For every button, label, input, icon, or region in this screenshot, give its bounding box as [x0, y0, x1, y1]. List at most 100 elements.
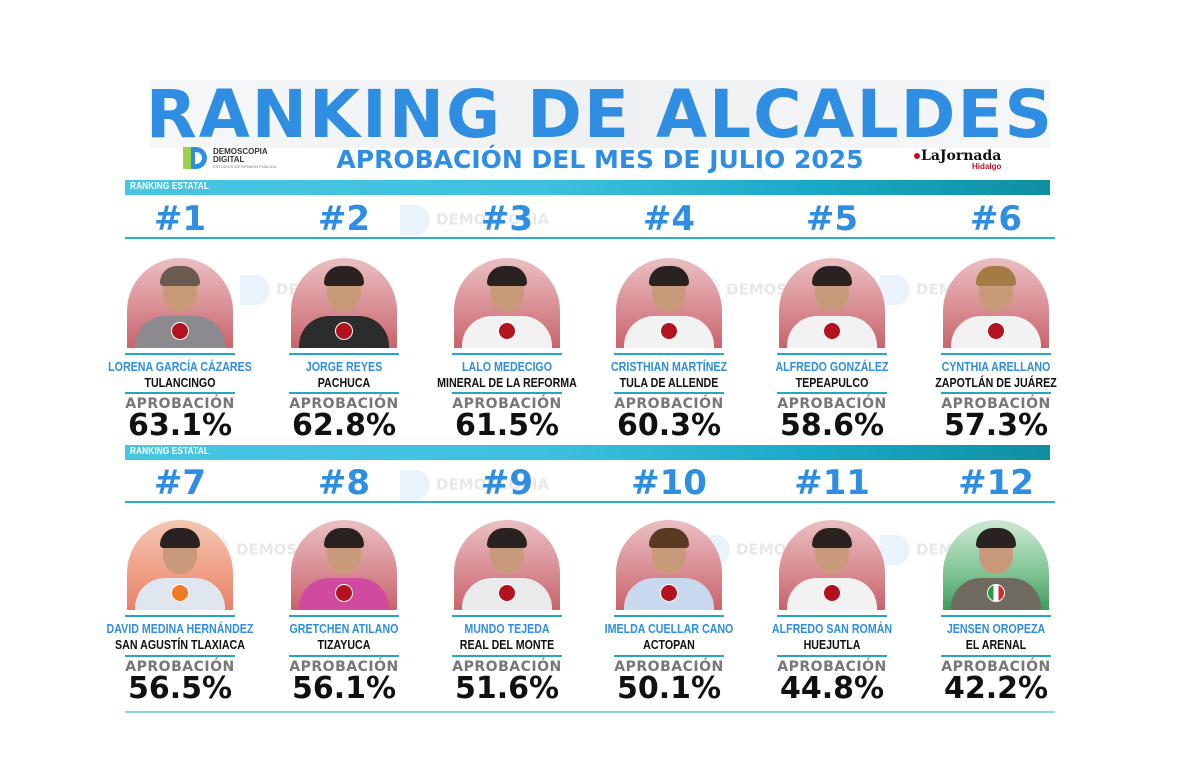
mayor-photo	[943, 258, 1049, 348]
rank-number: #3	[480, 199, 534, 239]
mayor-city: ACTOPAN	[643, 637, 695, 652]
name-divider	[452, 353, 562, 355]
page-subtitle: APROBACIÓN DEL MES DE JULIO 2025	[336, 145, 864, 174]
mayor-name: GRETCHEN ATILANO	[289, 621, 399, 636]
approval-label: APROBACIÓN	[452, 659, 562, 675]
name-divider	[941, 615, 1051, 617]
rank-number: #12	[958, 463, 1034, 503]
city-divider	[614, 655, 724, 657]
rank-number: #8	[317, 463, 371, 503]
mayor-city: TULANCINGO	[144, 375, 216, 390]
city-divider	[777, 655, 887, 657]
rank-number: #2	[317, 199, 371, 239]
demoscopia-logo: DEMOSCOPIA DIGITAL ESTUDIOS DE OPINIÓN P…	[183, 147, 276, 169]
demoscopia-logo-line1: DEMOSCOPIA	[213, 146, 268, 156]
morena-badge-icon	[335, 584, 353, 602]
approval-label: APROBACIÓN	[125, 659, 235, 675]
name-divider	[614, 615, 724, 617]
mayor-name: ALFREDO GONZÁLEZ	[775, 359, 889, 374]
mayor-name: DAVID MEDINA HERNÁNDEZ	[106, 621, 254, 636]
approval-label: APROBACIÓN	[125, 396, 235, 412]
rank-number: #4	[642, 199, 696, 239]
mayor-city: ZAPOTLÁN DE JUÁREZ	[935, 375, 1057, 390]
approval-value: 57.3%	[943, 408, 1049, 443]
rank-number: #6	[969, 199, 1023, 239]
mayor-photo	[616, 520, 722, 610]
morena-badge-icon	[660, 584, 678, 602]
la-jornada-logo: LaJornada Hidalgo	[914, 149, 1001, 171]
mayor-photo	[779, 520, 885, 610]
name-divider	[941, 353, 1051, 355]
morena-badge-icon	[987, 322, 1005, 340]
approval-value: 50.1%	[616, 671, 722, 706]
approval-value: 58.6%	[779, 408, 885, 443]
demoscopia-d-icon	[183, 147, 209, 169]
mayor-city: HUEJUTLA	[803, 637, 861, 652]
mayor-photo	[454, 258, 560, 348]
approval-value: 51.6%	[454, 671, 560, 706]
ranking-section-bar: RANKING ESTATAL	[125, 180, 1050, 195]
city-divider	[777, 392, 887, 394]
city-divider	[125, 655, 235, 657]
bottom-divider	[125, 711, 1055, 713]
rank-divider	[125, 501, 1055, 503]
approval-label: APROBACIÓN	[614, 659, 724, 675]
mayor-photo	[943, 520, 1049, 610]
mayor-city: MINERAL DE LA REFORMA	[437, 375, 577, 390]
approval-value: 61.5%	[454, 408, 560, 443]
rank-number: #11	[794, 463, 870, 503]
mayor-name: LORENA GARCÍA CÁZARES	[108, 359, 252, 374]
approval-value: 60.3%	[616, 408, 722, 443]
approval-value: 44.8%	[779, 671, 885, 706]
rank-divider	[125, 237, 1055, 239]
title-backdrop	[150, 80, 1050, 148]
mayor-city: TIZAYUCA	[317, 637, 371, 652]
city-divider	[452, 655, 562, 657]
ranking-section-label: RANKING ESTATAL	[130, 181, 209, 192]
morena-badge-icon	[335, 322, 353, 340]
name-divider	[452, 615, 562, 617]
mayor-name: CYNTHIA ARELLANO	[941, 359, 1051, 374]
city-divider	[941, 392, 1051, 394]
rank-number: #9	[480, 463, 534, 503]
city-divider	[614, 392, 724, 394]
city-divider	[289, 392, 399, 394]
mayor-name: ALFREDO SAN ROMÁN	[771, 621, 893, 636]
approval-label: APROBACIÓN	[614, 396, 724, 412]
morena-badge-icon	[660, 322, 678, 340]
mayor-photo	[127, 520, 233, 610]
approval-value: 56.5%	[127, 671, 233, 706]
approval-label: APROBACIÓN	[777, 659, 887, 675]
mayor-photo	[127, 258, 233, 348]
mayor-photo	[291, 520, 397, 610]
mayor-photo	[454, 520, 560, 610]
approval-label: APROBACIÓN	[777, 396, 887, 412]
pan-badge-icon	[171, 584, 189, 602]
la-jornada-logo-sub: Hidalgo	[972, 162, 1002, 171]
mayor-city: TULA DE ALLENDE	[619, 375, 719, 390]
mayor-city: EL ARENAL	[965, 637, 1027, 652]
morena-badge-icon	[171, 322, 189, 340]
name-divider	[289, 353, 399, 355]
approval-label: APROBACIÓN	[289, 396, 399, 412]
morena-badge-icon	[498, 584, 516, 602]
city-divider	[125, 392, 235, 394]
name-divider	[777, 615, 887, 617]
mayor-name: MUNDO TEJEDA	[464, 621, 550, 636]
demoscopia-logo-tagline: ESTUDIOS DE OPINIÓN PÚBLICA	[213, 163, 277, 169]
city-divider	[941, 655, 1051, 657]
name-divider	[125, 615, 235, 617]
mayor-name: IMELDA CUELLAR CANO	[604, 621, 734, 636]
mayor-photo	[779, 258, 885, 348]
la-jornada-dot-icon	[914, 153, 920, 159]
city-divider	[289, 655, 399, 657]
approval-label: APROBACIÓN	[941, 396, 1051, 412]
city-divider	[452, 392, 562, 394]
la-jornada-logo-main: LaJornada	[921, 148, 1002, 164]
rank-number: #1	[153, 199, 207, 239]
approval-value: 42.2%	[943, 671, 1049, 706]
name-divider	[289, 615, 399, 617]
ranking-section-label: RANKING ESTATAL	[130, 446, 209, 457]
mayor-city: TEPEAPULCO	[795, 375, 869, 390]
page-title: RANKING DE ALCALDES	[145, 76, 1055, 153]
